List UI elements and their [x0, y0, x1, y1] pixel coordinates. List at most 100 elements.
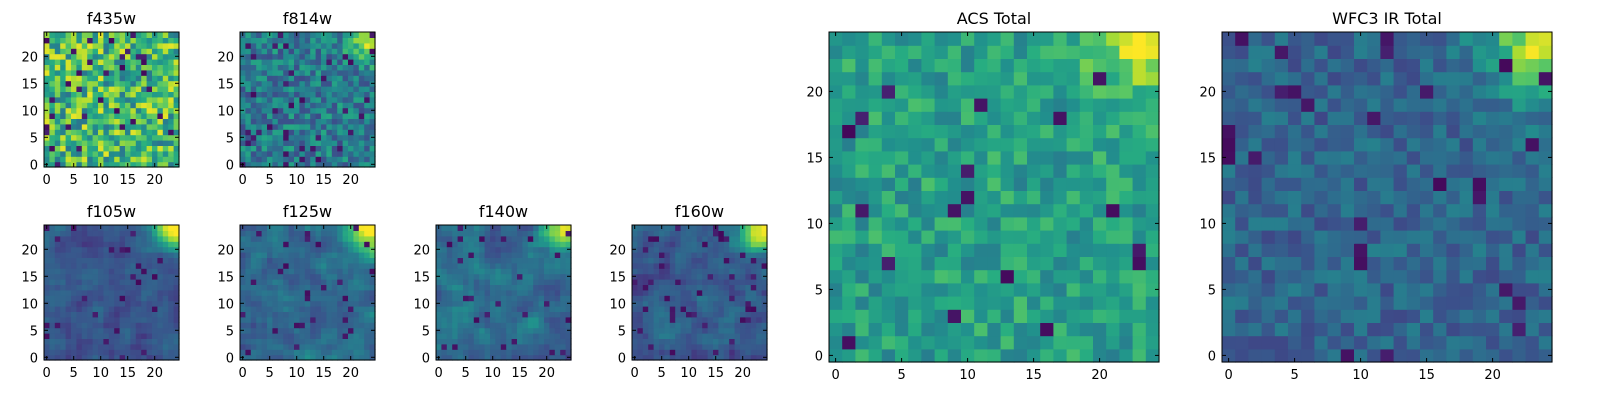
- heatmap-cell: [44, 75, 50, 82]
- heatmap-cell: [326, 86, 333, 92]
- heatmap-cell: [702, 322, 709, 329]
- heatmap-cell: [299, 252, 306, 258]
- heatmap-cell: [484, 235, 491, 242]
- heatmap-cell: [299, 80, 306, 87]
- heatmap-cell: [369, 289, 376, 296]
- panel-title: f125w: [283, 202, 332, 221]
- heatmap-cell: [342, 96, 349, 103]
- heatmap-cell: [256, 268, 263, 275]
- heatmap-cell: [162, 241, 169, 248]
- heatmap-cell: [1380, 348, 1395, 363]
- heatmap-cell: [1367, 190, 1381, 205]
- heatmap-cell: [168, 343, 175, 350]
- heatmap-cell: [1472, 269, 1487, 284]
- heatmap-cell: [304, 123, 311, 130]
- heatmap-cell: [1119, 98, 1134, 112]
- heatmap-cell: [358, 102, 365, 109]
- heatmap-cell: [484, 306, 491, 312]
- heatmap-cell: [342, 107, 349, 114]
- heatmap-cell: [272, 32, 279, 38]
- heatmap-cell: [527, 338, 534, 345]
- heatmap-cell: [1393, 256, 1408, 271]
- heatmap-cell: [135, 96, 142, 103]
- heatmap-cell: [659, 295, 665, 302]
- heatmap-cell: [348, 134, 354, 141]
- heatmap-cell: [331, 241, 338, 248]
- heatmap-cell: [723, 289, 730, 296]
- heatmap-cell: [353, 161, 360, 168]
- heatmap-cell: [675, 246, 682, 253]
- heatmap-cell: [49, 284, 56, 291]
- heatmap-cell: [277, 241, 284, 248]
- heatmap-cell: [463, 289, 469, 296]
- heatmap-cell: [961, 348, 975, 363]
- heatmap-cell: [261, 42, 268, 49]
- heatmap-cell: [103, 129, 110, 136]
- heatmap-cell: [1446, 203, 1461, 218]
- heatmap-cell: [842, 348, 856, 363]
- heatmap-cell: [250, 230, 257, 237]
- heatmap-cell: [1053, 98, 1068, 112]
- heatmap-cell: [364, 161, 371, 168]
- heatmap-cell: [321, 150, 327, 157]
- heatmap-cell: [130, 42, 137, 49]
- heatmap-cell: [1261, 269, 1276, 284]
- heatmap-cell: [315, 161, 322, 168]
- heatmap-cell: [632, 262, 638, 269]
- heatmap-cell: [484, 246, 491, 253]
- heatmap-cell: [304, 235, 311, 242]
- heatmap-cell: [130, 156, 137, 163]
- heatmap-cell: [141, 129, 148, 136]
- heatmap-cell: [315, 246, 322, 253]
- heatmap-cell: [326, 75, 333, 82]
- heatmap-cell: [168, 161, 175, 168]
- heatmap-cell: [65, 134, 72, 141]
- heatmap-cell: [702, 327, 709, 334]
- heatmap-cell: [522, 343, 529, 350]
- heatmap-cell: [92, 86, 99, 92]
- heatmap-cell: [245, 75, 252, 82]
- heatmap-cell: [1314, 164, 1329, 178]
- heatmap-cell: [1301, 243, 1315, 257]
- heatmap-cell: [369, 322, 376, 329]
- heatmap-cell: [245, 257, 252, 264]
- heatmap-cell: [669, 354, 676, 361]
- heatmap-cell: [119, 322, 126, 329]
- heatmap-cell: [484, 333, 491, 339]
- heatmap-cell: [1013, 309, 1028, 323]
- heatmap-cell: [168, 349, 175, 356]
- heatmap-cell: [173, 322, 180, 329]
- heatmap-cell: [500, 306, 507, 312]
- heatmap-cell: [642, 257, 649, 264]
- heatmap-cell: [468, 327, 475, 334]
- heatmap-cell: [76, 322, 83, 329]
- heatmap-cell: [669, 338, 676, 345]
- axes-frame: [435, 224, 572, 361]
- heatmap-cell: [1222, 282, 1236, 297]
- heatmap-cell: [842, 58, 856, 73]
- heatmap-cell: [1248, 309, 1263, 323]
- heatmap-cell: [92, 53, 99, 60]
- heatmap-cell: [76, 91, 83, 98]
- heatmap-cell: [642, 306, 649, 312]
- heatmap-cell: [729, 349, 736, 356]
- heatmap-cell: [114, 113, 121, 119]
- heatmap-cell: [240, 64, 246, 71]
- heatmap-cell: [1093, 296, 1107, 310]
- heatmap-cell: [119, 338, 126, 345]
- heatmap-cell: [294, 257, 300, 264]
- heatmap-cell: [446, 306, 453, 312]
- heatmap-cell: [484, 225, 491, 231]
- heatmap-cell: [321, 295, 327, 302]
- heatmap-cell: [76, 102, 83, 109]
- heatmap-cell: [1314, 296, 1329, 310]
- heatmap-cell: [125, 316, 131, 323]
- heatmap-cell: [517, 333, 523, 339]
- heatmap-cell: [718, 279, 725, 285]
- heatmap-cell: [331, 102, 338, 109]
- heatmap-cell: [294, 75, 300, 82]
- heatmap-cell: [723, 262, 730, 269]
- heatmap-cell: [1145, 243, 1160, 257]
- x-tick-label: 0: [831, 368, 839, 383]
